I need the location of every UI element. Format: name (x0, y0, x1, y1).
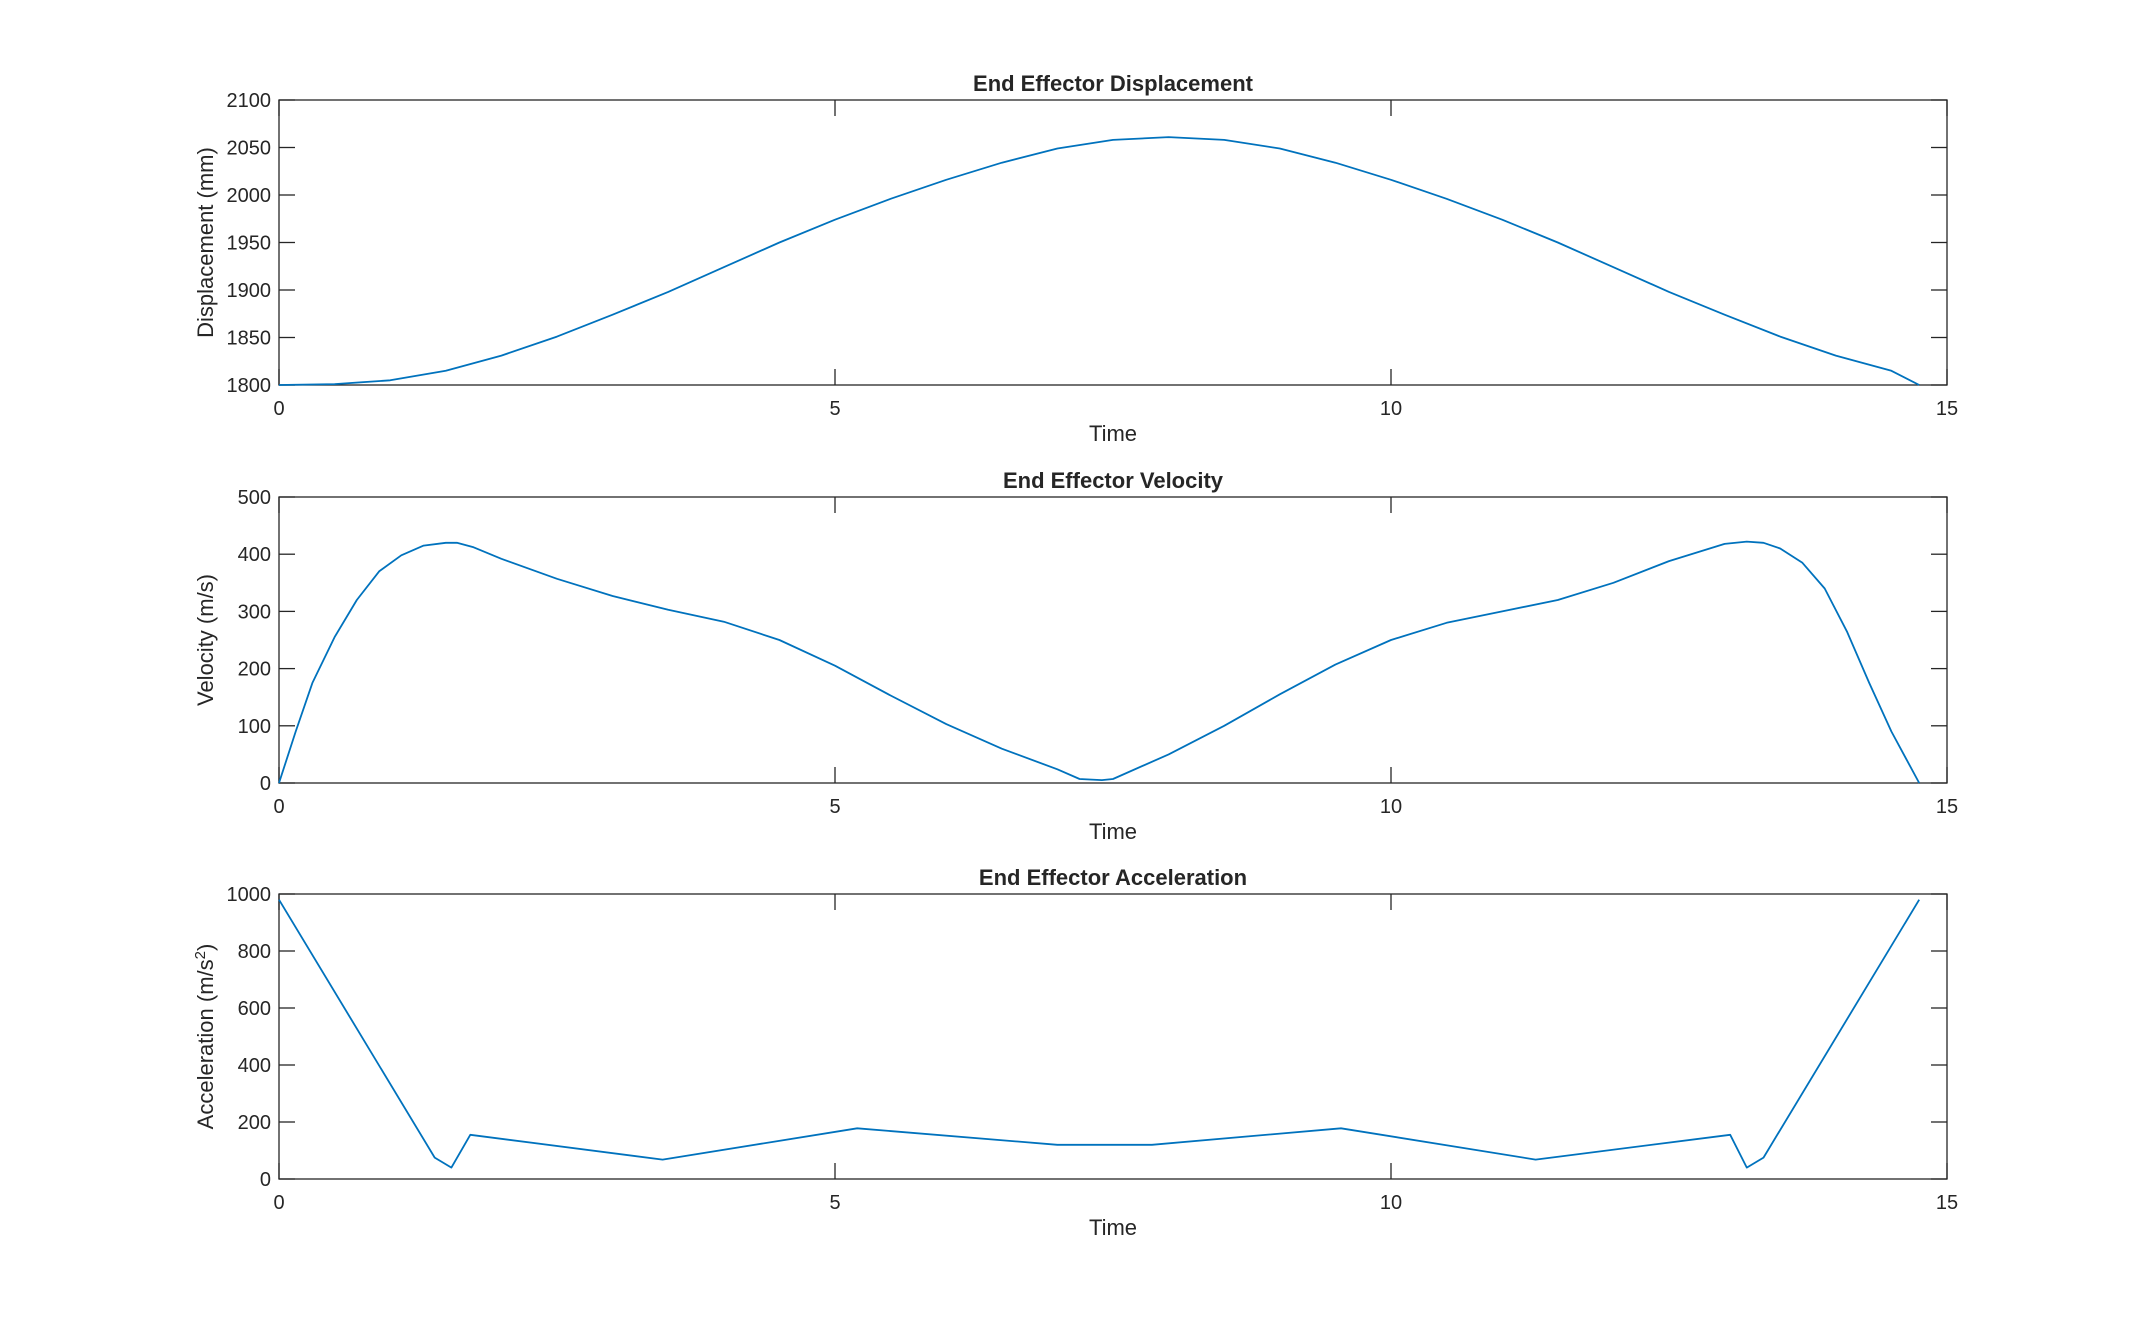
acceleration-panel: End Effector Acceleration Time Accelerat… (192, 865, 1958, 1240)
displacement-y-tick-label: 2100 (227, 90, 272, 112)
displacement-panel: End Effector Displacement Time Displacem… (193, 71, 1958, 446)
displacement-series-line (278, 136, 1920, 386)
acceleration-title: End Effector Acceleration (979, 865, 1247, 890)
acceleration-x-tick-label: 10 (1380, 1192, 1402, 1214)
displacement-y-tick-label: 2050 (227, 138, 272, 160)
acceleration-plot-area (278, 899, 1920, 1169)
acceleration-x-tick-label: 15 (1936, 1192, 1958, 1214)
displacement-y-tick-label: 2000 (227, 185, 272, 207)
velocity-y-tick-label: 0 (260, 773, 271, 795)
displacement-x-tick-label: 15 (1936, 398, 1958, 420)
displacement-y-tick-label: 1950 (227, 233, 272, 255)
displacement-x-ticks: 0 5 10 15 (273, 100, 1958, 420)
acceleration-y-label-tail: ) (193, 944, 218, 951)
acceleration-x-axis-label: Time (1089, 1215, 1137, 1240)
velocity-x-tick-label: 10 (1380, 796, 1402, 818)
acceleration-y-tick-label: 1000 (227, 884, 272, 906)
acceleration-x-tick-label: 5 (829, 1192, 840, 1214)
velocity-y-tick-label: 500 (238, 487, 271, 509)
velocity-y-label-main: Velocity (m/s) (193, 574, 218, 706)
velocity-x-axis-label: Time (1089, 819, 1137, 844)
velocity-y-tick-label: 200 (238, 659, 271, 681)
displacement-x-tick-label: 10 (1380, 398, 1402, 420)
velocity-y-ticks: 0 100 200 300 400 500 (238, 487, 1947, 795)
acceleration-y-tick-label: 200 (238, 1112, 271, 1134)
acceleration-y-tick-label: 600 (238, 998, 271, 1020)
displacement-x-tick-label: 0 (273, 398, 284, 420)
velocity-y-tick-label: 300 (238, 601, 271, 623)
displacement-y-tick-label: 1850 (227, 328, 272, 350)
displacement-title: End Effector Displacement (973, 71, 1254, 96)
velocity-y-tick-label: 400 (238, 544, 271, 566)
acceleration-y-axis-label: Acceleration (m/s2) (192, 944, 218, 1130)
acceleration-y-label-main: Acceleration (m/s (193, 959, 218, 1129)
acceleration-y-ticks: 0 200 400 600 800 1000 (227, 884, 1947, 1191)
displacement-plot-area (278, 136, 1920, 386)
velocity-panel: End Effector Velocity Time Velocity (m/s… (193, 468, 1958, 844)
acceleration-y-tick-label: 800 (238, 941, 271, 963)
displacement-y-tick-label: 1800 (227, 375, 272, 397)
displacement-x-axis-label: Time (1089, 421, 1137, 446)
velocity-x-tick-label: 0 (273, 796, 284, 818)
displacement-axes-frame (278, 99, 1948, 386)
velocity-x-tick-label: 15 (1936, 796, 1958, 818)
acceleration-series-line (278, 899, 1920, 1169)
velocity-y-tick-label: 100 (238, 716, 271, 738)
acceleration-x-ticks: 0 5 10 15 (273, 894, 1958, 1214)
displacement-y-label-main: Displacement (mm) (193, 147, 218, 338)
velocity-y-axis-label: Velocity (m/s) (193, 574, 218, 706)
acceleration-axes-frame (278, 893, 1948, 1180)
velocity-plot-area (278, 540, 1920, 784)
velocity-axes-frame (278, 496, 1948, 784)
velocity-x-tick-label: 5 (829, 796, 840, 818)
displacement-y-tick-label: 1900 (227, 280, 272, 302)
acceleration-y-tick-label: 400 (238, 1055, 271, 1077)
acceleration-y-tick-label: 0 (260, 1169, 271, 1191)
displacement-x-tick-label: 5 (829, 398, 840, 420)
acceleration-x-tick-label: 0 (273, 1192, 284, 1214)
velocity-title: End Effector Velocity (1003, 468, 1224, 493)
acceleration-y-label-superscript: 2 (192, 951, 209, 959)
displacement-y-axis-label: Displacement (mm) (193, 147, 218, 338)
velocity-series-line (278, 540, 1920, 784)
